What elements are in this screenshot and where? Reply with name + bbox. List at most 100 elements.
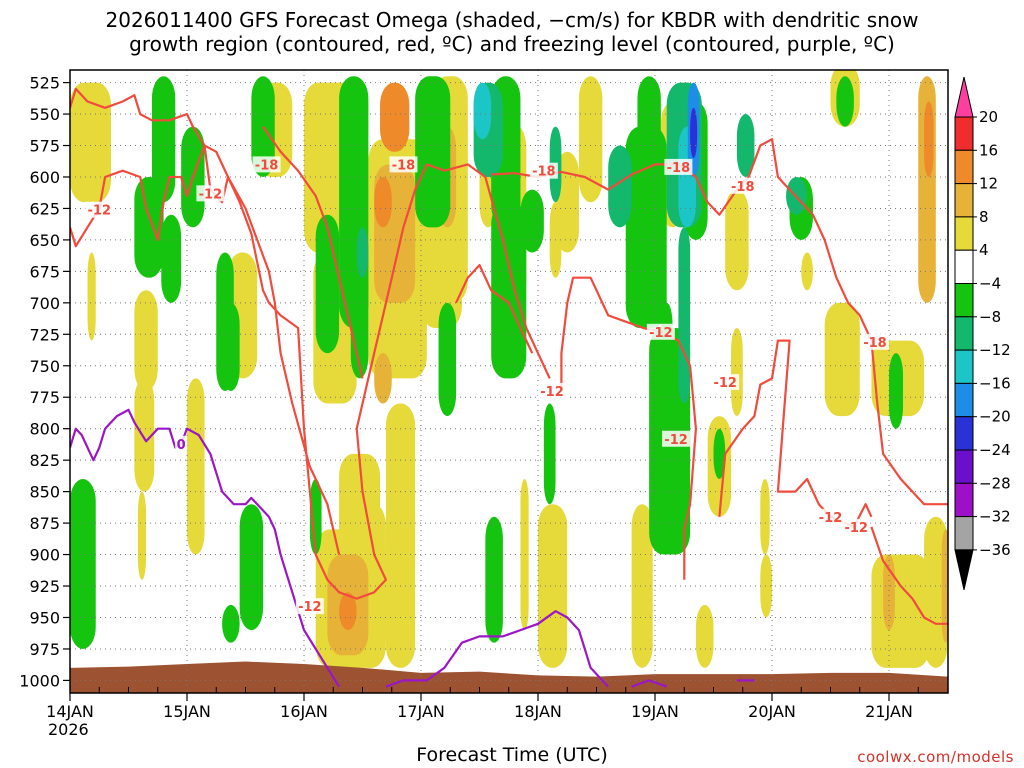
colorbar-label: −28: [979, 474, 1011, 492]
omega-cell: [690, 107, 698, 159]
dgz-contour: [455, 264, 534, 354]
contour-label: -18: [863, 336, 887, 351]
contour-label: -18: [532, 165, 556, 180]
omega-cell: [760, 554, 772, 618]
omega-cell: [695, 604, 714, 668]
omega-cell: [631, 504, 653, 668]
contour-label: -12: [88, 204, 112, 219]
y-tick-label: 925: [29, 577, 60, 596]
chart-subtitle: growth region (contoured, red, ºC) and f…: [129, 32, 895, 56]
y-tick-label: 800: [29, 420, 60, 439]
contour-label-bg: [529, 162, 558, 179]
x-tick-label: 14JAN: [46, 702, 94, 721]
omega-cell: [725, 189, 749, 291]
y-tick-label: 525: [29, 74, 60, 93]
dgz-contour: [560, 276, 697, 580]
colorbar-swatch: [954, 516, 974, 551]
contour-layer: -12-12-18 -18 -18 -18-18-18-12-12-12-12-12-…: [70, 87, 948, 688]
x-tick-label: 20JAN: [748, 702, 796, 721]
colorbar-label: −24: [979, 441, 1011, 459]
x-tick-label: 18JAN: [514, 702, 562, 721]
omega-cell: [134, 290, 158, 391]
y-tick-label: 975: [29, 640, 60, 659]
omega-cell: [713, 428, 726, 480]
omega-cell: [70, 82, 111, 203]
source-credit[interactable]: coolwx.com/models: [857, 748, 1014, 766]
colorbar-label: 16: [979, 141, 998, 159]
omega-cell: [356, 227, 369, 278]
omega-cell: [473, 82, 492, 140]
omega-cell: [385, 403, 416, 668]
dgz-contour: [262, 125, 364, 379]
omega-cell: [491, 202, 527, 379]
contour-label-bg: [842, 518, 871, 535]
omega-cell: [660, 302, 673, 404]
dgz-contour: [70, 144, 551, 600]
omega-cell: [87, 252, 96, 341]
contour-label: -12: [649, 326, 673, 341]
x-tick-label: 15JAN: [163, 702, 211, 721]
colorbar-swatch: [954, 349, 974, 384]
contour-label: -12: [844, 521, 868, 536]
y-tick-label: 700: [29, 294, 60, 313]
x-tick-label: 19JAN: [631, 702, 679, 721]
y-tick-label: 1000: [19, 671, 60, 690]
omega-cell: [134, 378, 155, 492]
omega-cell: [485, 516, 503, 643]
colorbar-swatch: [954, 116, 974, 151]
x-axis-title: Forecast Time (UTC): [416, 744, 608, 766]
grid-lines: [70, 70, 948, 693]
omega-cell: [625, 126, 667, 329]
colorbar-swatch: [954, 316, 974, 351]
y-tick-label: 725: [29, 325, 60, 344]
omega-cell: [889, 353, 904, 429]
omega-cell: [520, 189, 544, 253]
omega-cell: [538, 504, 568, 668]
colorbar-bottom-cap: [954, 549, 974, 591]
y-tick-label: 575: [29, 137, 60, 156]
colorbar-swatch: [954, 216, 974, 251]
omega-cell: [678, 227, 691, 404]
omega-cell: [374, 353, 392, 404]
colorbar-swatch: [954, 183, 974, 218]
colorbar-label: −8: [979, 308, 1001, 326]
chart-title: 2026011400 GFS Forecast Omega (shaded, −…: [105, 8, 919, 32]
y-tick-label: 850: [29, 483, 60, 502]
colorbar-label: −12: [979, 341, 1011, 359]
terrain-surface: [70, 661, 948, 693]
dgz-contour: [870, 340, 948, 506]
contour-label: 0: [177, 438, 186, 453]
freezing-contour: [631, 679, 668, 688]
omega-cell: [222, 302, 240, 391]
omega-cell: [801, 252, 813, 291]
colorbar-label: −32: [979, 508, 1011, 526]
omega-cell: [239, 504, 264, 631]
omega-cell: [924, 101, 934, 177]
colorbar-swatch: [954, 449, 974, 484]
omega-cell: [315, 214, 340, 354]
omega-cell: [161, 214, 182, 303]
colorbar-swatch: [954, 482, 974, 518]
colorbar-swatch: [954, 382, 974, 418]
colorbar-label: 12: [979, 175, 998, 193]
omega-cell: [760, 479, 770, 555]
y-tick-label: 900: [29, 546, 60, 565]
x-axis-year: 2026: [48, 720, 89, 739]
freezing-contour: [70, 408, 341, 688]
contour-label-bg: [816, 508, 845, 525]
contour-label: -12: [664, 433, 688, 448]
contour-label: -12: [713, 376, 737, 391]
contour-label: -18: [392, 158, 416, 173]
omega-cell: [134, 176, 164, 278]
x-axis: 14JAN 15JAN 16JAN 17JAN 18JAN 19JAN 20JAN 21JAN: [46, 693, 913, 721]
plot-frame: [69, 69, 949, 694]
contour-label-bg: [85, 201, 114, 218]
y-tick-label: 600: [29, 168, 60, 187]
colorbar-label: −36: [979, 541, 1011, 559]
x-tick-label: 21JAN: [865, 702, 913, 721]
omega-cell: [415, 76, 451, 228]
y-tick-label: 550: [29, 105, 60, 124]
colorbar-label: −16: [979, 374, 1011, 392]
contour-label-bg: [662, 430, 691, 447]
contour-label-bg: [389, 156, 418, 173]
